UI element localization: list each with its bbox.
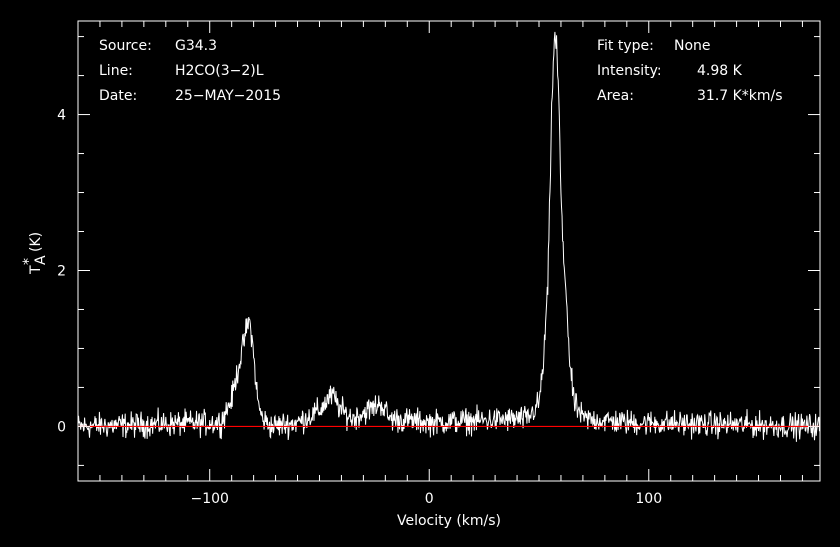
y-axis-label-main: T [28, 265, 44, 275]
y-tick-label: 2 [57, 263, 66, 279]
line-value: H2CO(3−2)L [175, 63, 264, 79]
x-tick-label: 100 [635, 491, 662, 507]
ticks-layer: −100 0 100 0 2 4 [57, 21, 820, 507]
fit-type-value: None [674, 38, 711, 54]
x-tick-label: 0 [425, 491, 434, 507]
line-label: Line: [99, 63, 133, 79]
source-label: Source: [99, 38, 152, 54]
spectrum-line [78, 31, 820, 442]
y-axis-label: T * A (K) [21, 232, 49, 275]
date-label: Date: [99, 88, 137, 104]
source-value: G34.3 [175, 38, 217, 54]
y-tick-label: 0 [57, 419, 66, 435]
plot-frame [77, 20, 821, 482]
y-axis-label-unit: (K) [28, 232, 44, 252]
y-axis-label-sub: A [33, 255, 49, 265]
intensity-label: Intensity: [597, 63, 662, 79]
date-value: 25−MAY−2015 [175, 88, 281, 104]
x-axis-label: Velocity (km/s) [397, 513, 501, 529]
fit-type-label: Fit type: [597, 38, 654, 54]
y-axis-label-sup: * [21, 258, 37, 265]
area-value: 31.7 K*km/s [697, 88, 783, 104]
series-layer [78, 31, 820, 442]
intensity-value: 4.98 K [697, 63, 743, 79]
x-tick-label: −100 [190, 491, 228, 507]
area-label: Area: [597, 88, 634, 104]
y-tick-label: 4 [57, 108, 66, 124]
